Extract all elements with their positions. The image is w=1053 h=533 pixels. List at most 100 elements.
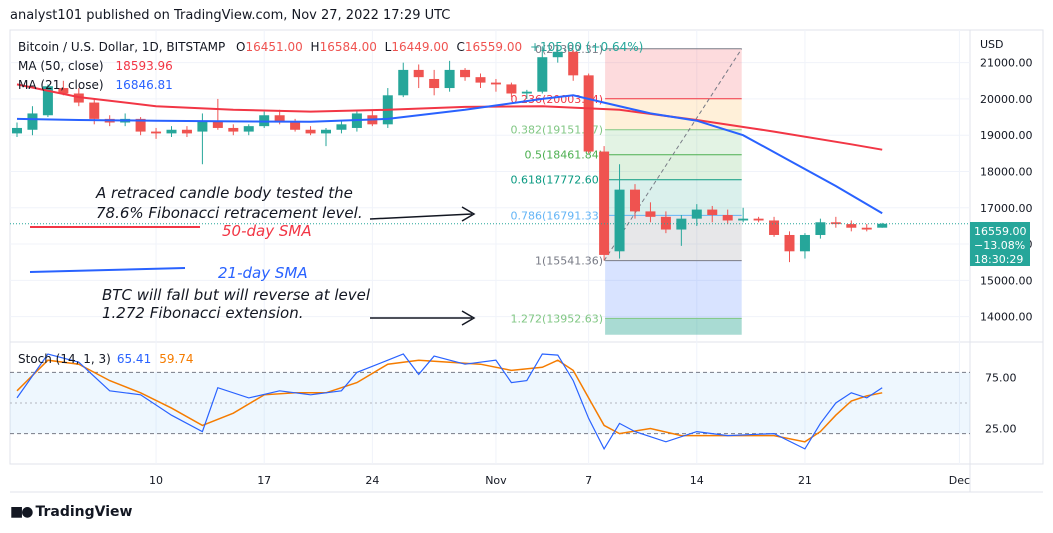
candle-body <box>274 115 285 123</box>
candle-body <box>722 215 733 221</box>
candle-body <box>552 51 563 58</box>
candle-body <box>212 120 223 128</box>
time-tick-label: 14 <box>690 474 704 487</box>
ma50-line <box>16 83 883 151</box>
fib-trend-line <box>603 48 743 261</box>
publisher-line: analyst101 published on TradingView.com,… <box>10 8 451 23</box>
fib-level-label: 1.272(13952.63) <box>511 312 604 325</box>
candle-body <box>429 78 440 89</box>
candle-body <box>830 222 841 225</box>
candle-body <box>707 209 718 216</box>
fib-level-label: 1(15541.36) <box>535 255 603 268</box>
candle-body <box>166 129 177 134</box>
candle-body <box>444 69 455 89</box>
candle-body <box>305 129 316 134</box>
time-tick-label: 17 <box>257 474 271 487</box>
candle-body <box>799 234 810 252</box>
candle-body <box>197 120 208 132</box>
annotation-retrace-line1: A retraced candle body tested the <box>95 184 353 202</box>
price-label-timer: 18:30:29 <box>974 253 1023 266</box>
candle-body <box>490 82 501 85</box>
fibonacci-retracement[interactable]: 0(21382.31)0.236(20003.84)0.382(19151.07… <box>511 43 743 335</box>
candle-body <box>243 126 254 132</box>
candle-body <box>460 69 471 78</box>
annotation-sma21-sample <box>29 267 186 273</box>
time-tick-label: 24 <box>365 474 379 487</box>
legend-symbol: Bitcoin / U.S. Dollar, 1D, BITSTAMP <box>18 40 225 54</box>
time-tick-label: Nov <box>485 474 507 487</box>
time-tick-label: 10 <box>149 474 163 487</box>
candle-body <box>475 77 486 83</box>
candle-body <box>135 118 146 132</box>
fib-level-label: 0.618(17772.60) <box>511 174 604 187</box>
candle-body <box>599 151 610 255</box>
candle-body <box>614 189 625 252</box>
candle-body <box>321 129 331 134</box>
candles-group <box>12 46 888 263</box>
annotation-reverse-line2: 1.272 Fibonacci extension. <box>102 304 304 322</box>
annotation-arrow-1 <box>369 213 473 220</box>
stoch-legend: Stoch (14, 1, 3) 65.41 59.74 <box>18 352 194 366</box>
tradingview-brand: TradingView <box>35 504 133 520</box>
stoch-k-line <box>16 353 883 451</box>
tradingview-logo: ■● TradingView <box>10 504 132 520</box>
price-tick-label: 18000.00 <box>980 165 1033 178</box>
price-tick-label: 19000.00 <box>980 129 1033 142</box>
candle-body <box>861 227 872 230</box>
candle-body <box>738 218 749 221</box>
candle-body <box>660 216 671 230</box>
candle-body <box>784 234 795 252</box>
candle-body <box>769 220 780 235</box>
candle-body <box>58 88 69 94</box>
price-tick-label: 21000.00 <box>980 57 1033 70</box>
fib-zone <box>605 179 742 216</box>
candle-body <box>645 211 656 217</box>
candle-body <box>336 124 347 130</box>
fib-zone <box>605 215 742 261</box>
candle-body <box>676 218 687 230</box>
moving-averages <box>10 83 970 225</box>
price-tick-label: 14000.00 <box>980 311 1033 324</box>
annotation-sma21-label: 21-day SMA <box>218 264 308 282</box>
fib-level-label: 0.5(18461.84) <box>525 149 604 162</box>
fib-zone <box>605 129 742 155</box>
price-tick-label: 17000.00 <box>980 202 1033 215</box>
fib-level-label: 0.382(19151.07) <box>511 124 604 137</box>
candle-body <box>228 127 239 132</box>
stochastic-pane <box>10 353 970 451</box>
axes-labels: 14000.0015000.0016000.0017000.0018000.00… <box>149 38 1032 487</box>
price-tick-label: 15000.00 <box>980 274 1033 287</box>
time-tick-label: 7 <box>585 474 592 487</box>
candle-body <box>753 218 764 221</box>
fib-zone <box>605 260 742 319</box>
fib-zone <box>605 48 742 99</box>
candle-body <box>181 129 192 134</box>
candle-body <box>42 86 53 116</box>
annotation-reverse-line1: BTC will fall but will reverse at level <box>102 286 371 304</box>
ma21-line <box>16 94 883 215</box>
candle-body <box>506 84 517 94</box>
price-label-change: −13.08% <box>974 239 1025 252</box>
candle-body <box>89 102 100 119</box>
candle-body <box>815 222 826 235</box>
price-label-price: 16559.00 <box>974 225 1027 238</box>
legend-ohlc: O16451.00 H16584.00 L16449.00 C16559.00 … <box>236 40 643 54</box>
fib-zone <box>605 154 742 180</box>
candle-body <box>583 75 594 152</box>
candle-body <box>398 69 409 96</box>
price-label-box <box>970 222 1030 266</box>
fib-zone <box>605 318 742 335</box>
candle-body <box>691 209 702 219</box>
candle-body <box>537 57 548 92</box>
stoch-d-line <box>16 359 883 443</box>
candle-body <box>877 223 888 228</box>
annotation-arrow-1-head <box>461 206 476 222</box>
legend-ma21: MA (21, close) 16846.81 <box>18 78 173 92</box>
annotation-arrow-2-head <box>461 310 476 326</box>
candle-body <box>630 189 640 212</box>
tradingview-logo-icon: ■● <box>10 504 33 520</box>
currency-label: USD <box>980 38 1004 51</box>
candle-body <box>27 113 38 130</box>
